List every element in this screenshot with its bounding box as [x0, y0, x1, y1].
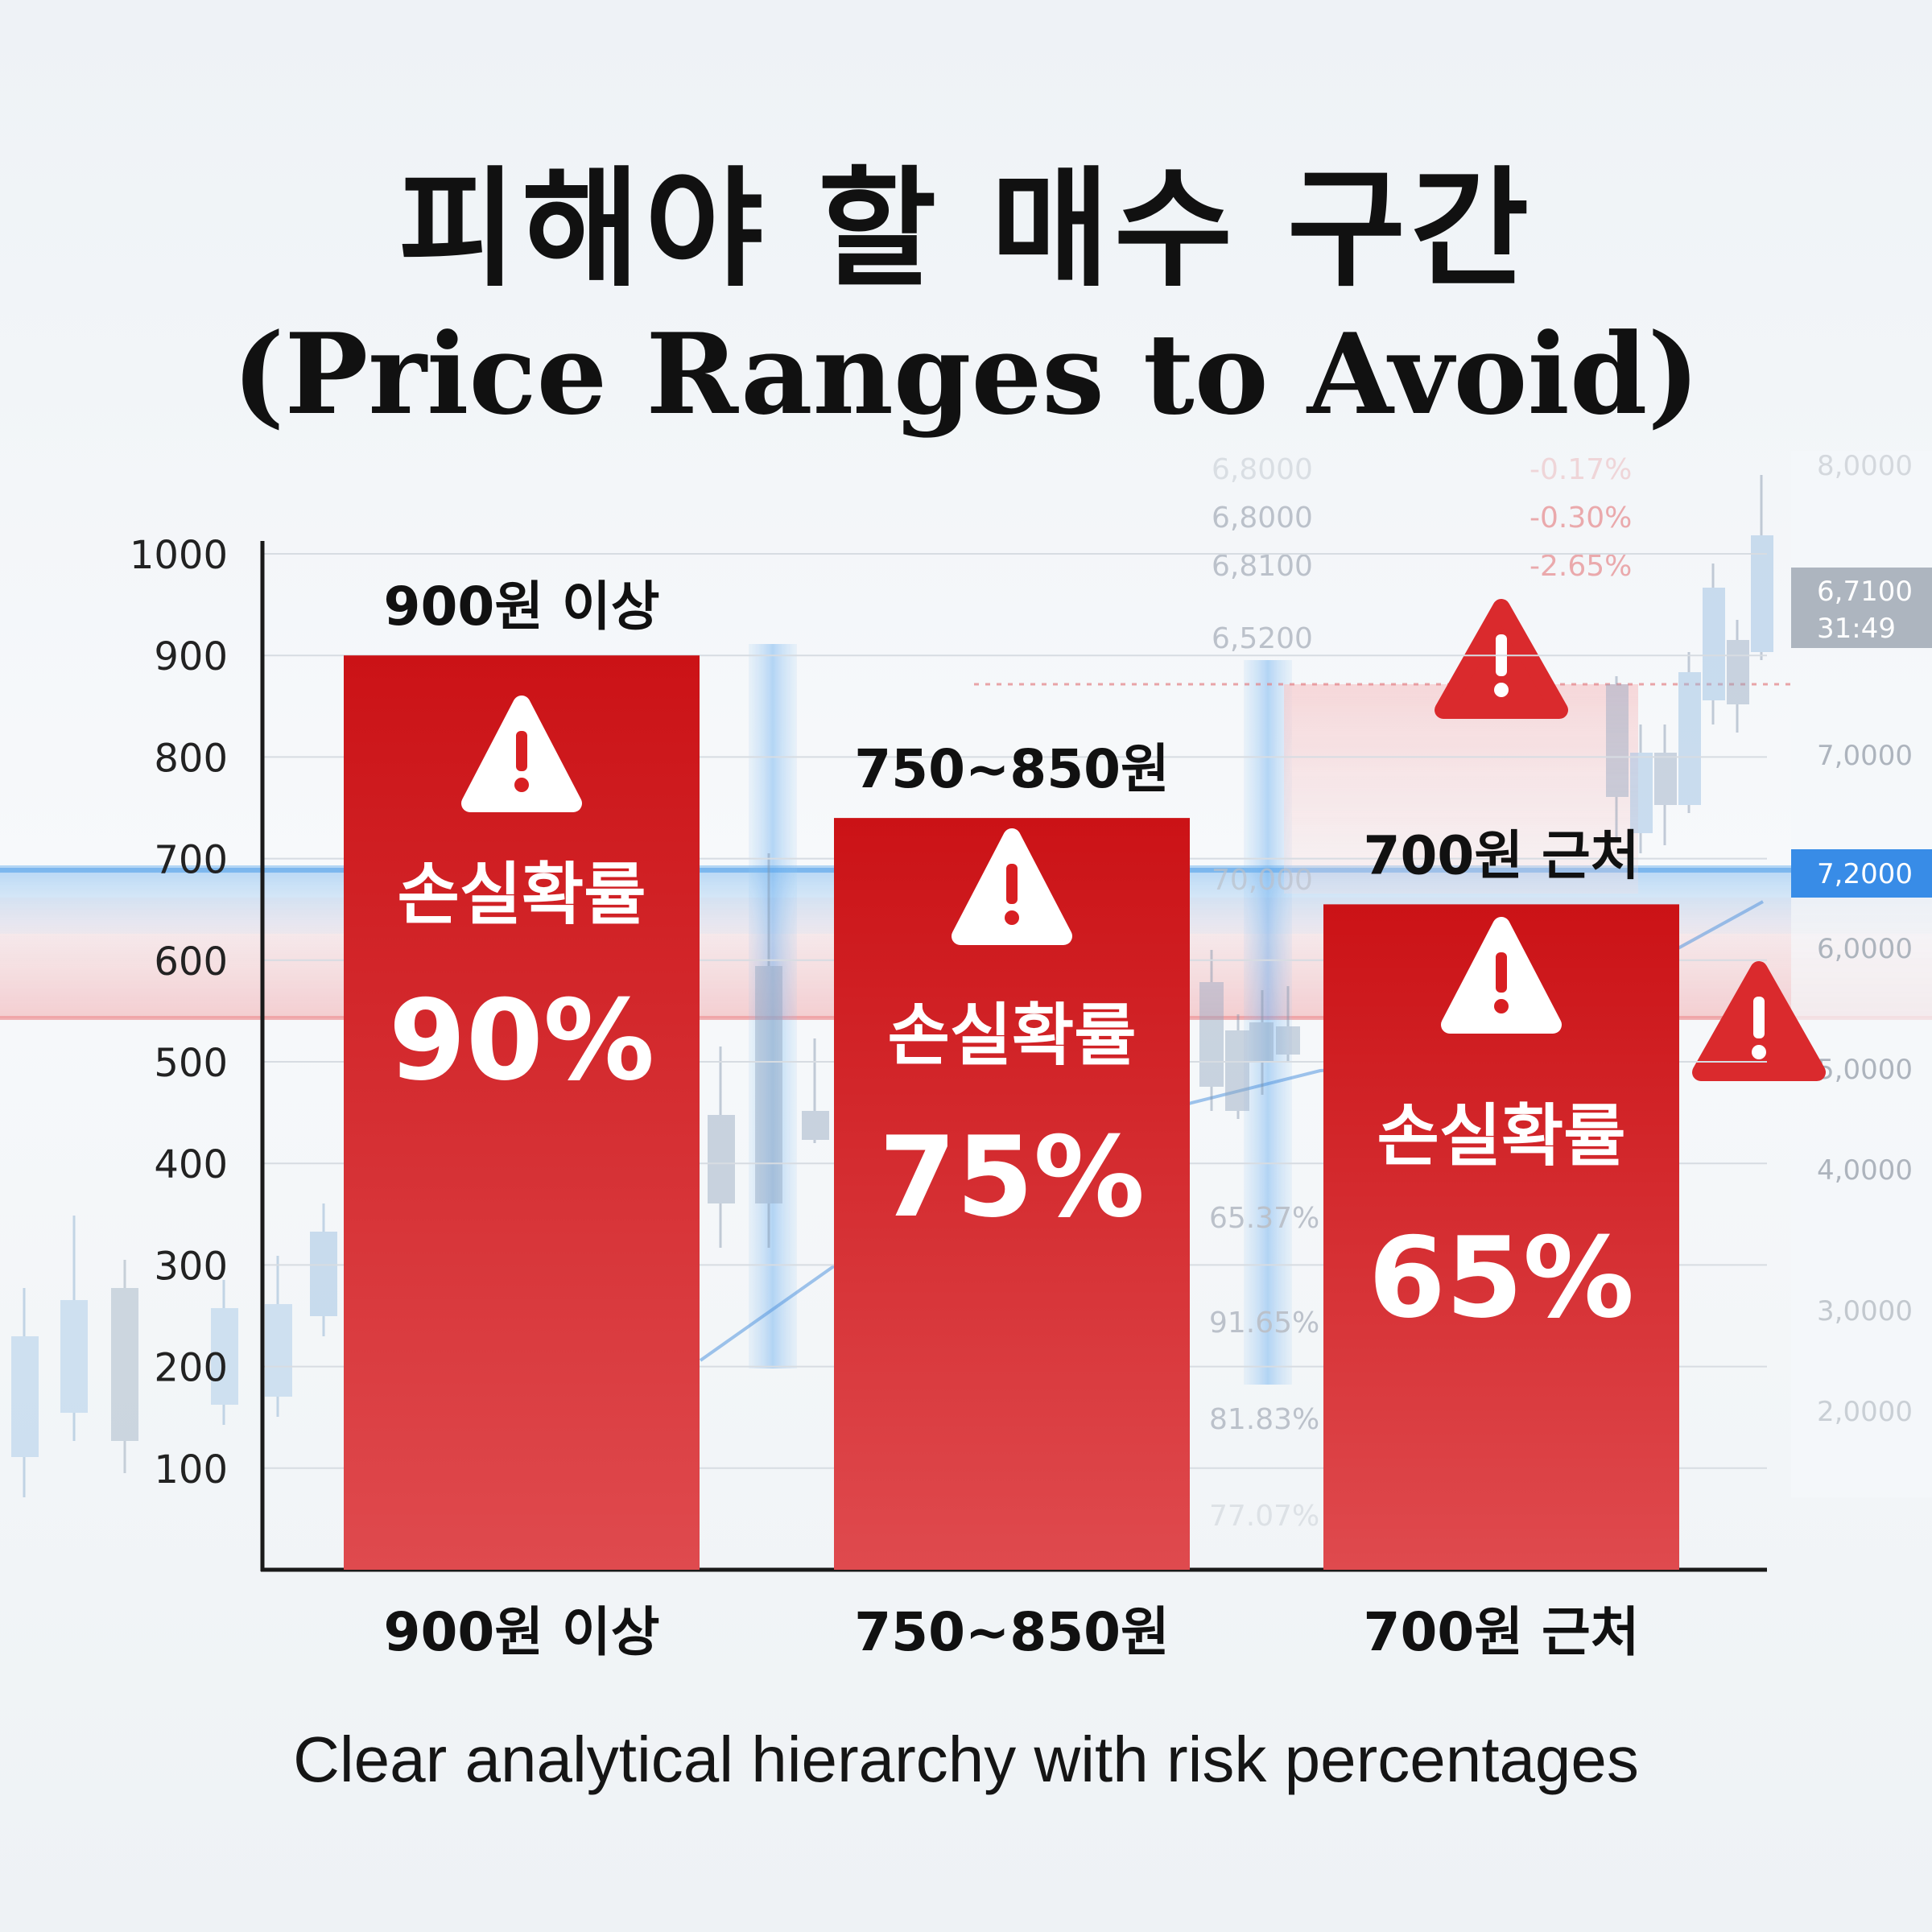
warning-icon	[952, 828, 1072, 945]
bg-right-axis: 5,0000	[1817, 1054, 1913, 1086]
bar-top-label: 750~850원	[854, 738, 1170, 800]
y-axis-ticks: 100 200 300 400 500 600 700 800 900 1000	[130, 533, 228, 1492]
warning-icon	[1692, 961, 1826, 1081]
warning-icon	[1435, 599, 1568, 719]
bg-right-axis: 7,0000	[1817, 740, 1913, 772]
y-tick-label: 400	[154, 1142, 228, 1187]
bg-change: -0.17%	[1530, 453, 1632, 486]
bg-right-axis: 4,0000	[1817, 1154, 1913, 1187]
bg-right-axis: 8,0000	[1817, 450, 1913, 482]
price-tag	[1791, 568, 1932, 648]
y-tick-label: 600	[154, 939, 228, 985]
bg-price: 6,8000	[1212, 453, 1313, 486]
loss-probability-caption: 손실확률	[1377, 1096, 1625, 1175]
chart-caption: Clear analytical hierarchy with risk per…	[293, 1724, 1639, 1795]
loss-probability-value: 75%	[879, 1113, 1145, 1242]
bar-top-label: 700원 근처	[1364, 824, 1640, 886]
bar-top-label: 900원 이상	[384, 576, 660, 638]
warning-icon	[461, 696, 582, 812]
bg-right-axis: 6,0000	[1817, 933, 1913, 965]
page-title-english: (Price Ranges to Avoid)	[232, 308, 1700, 440]
x-tick-label: 700원 근처	[1364, 1601, 1640, 1663]
candlesticks	[11, 475, 1773, 1497]
page-title-korean: 피해야 할 매수 구간	[398, 154, 1534, 304]
bg-right-axis: 2,0000	[1817, 1396, 1913, 1428]
bg-right-axis: 31:49	[1817, 613, 1896, 645]
y-tick-label: 300	[154, 1244, 228, 1289]
x-tick-label: 900원 이상	[384, 1601, 660, 1663]
title-block: 피해야 할 매수 구간 (Price Ranges to Avoid)	[0, 153, 1932, 443]
bg-price: 70,000	[1212, 864, 1313, 897]
bg-right-axis: 6,7100	[1817, 576, 1913, 608]
y-tick-label: 900	[154, 634, 228, 679]
warning-icon	[1441, 917, 1562, 1034]
x-tick-label: 750~850원	[854, 1601, 1170, 1663]
y-tick-label: 1000	[130, 533, 228, 578]
bg-price: 6,8100	[1212, 550, 1313, 583]
bg-change: -0.30%	[1530, 502, 1632, 535]
bg-percent: 91.65%	[1209, 1307, 1319, 1340]
y-tick-label: 100	[154, 1447, 228, 1492]
loss-probability-caption: 손실확률	[887, 996, 1136, 1075]
y-tick-label: 800	[154, 736, 228, 781]
bg-percent: 65.37%	[1209, 1202, 1319, 1235]
loss-probability-value: 65%	[1368, 1213, 1634, 1343]
price-tag-blue	[1791, 849, 1932, 898]
y-tick-label: 500	[154, 1041, 228, 1086]
bg-right-axis: 7,2000	[1817, 858, 1913, 890]
bg-price: 6,5200	[1212, 622, 1313, 655]
loss-probability-value: 90%	[389, 976, 654, 1105]
bg-percent: 77.07%	[1209, 1500, 1319, 1533]
y-tick-label: 700	[154, 838, 228, 883]
bg-price: 6,8000	[1212, 502, 1313, 535]
bg-right-axis: 3,0000	[1817, 1295, 1913, 1327]
bg-percent: 81.83%	[1209, 1403, 1319, 1436]
loss-probability-caption: 손실확률	[397, 855, 646, 934]
y-tick-label: 200	[154, 1346, 228, 1391]
vertical-blue-band	[749, 644, 797, 1368]
bg-change: -2.65%	[1530, 550, 1632, 583]
